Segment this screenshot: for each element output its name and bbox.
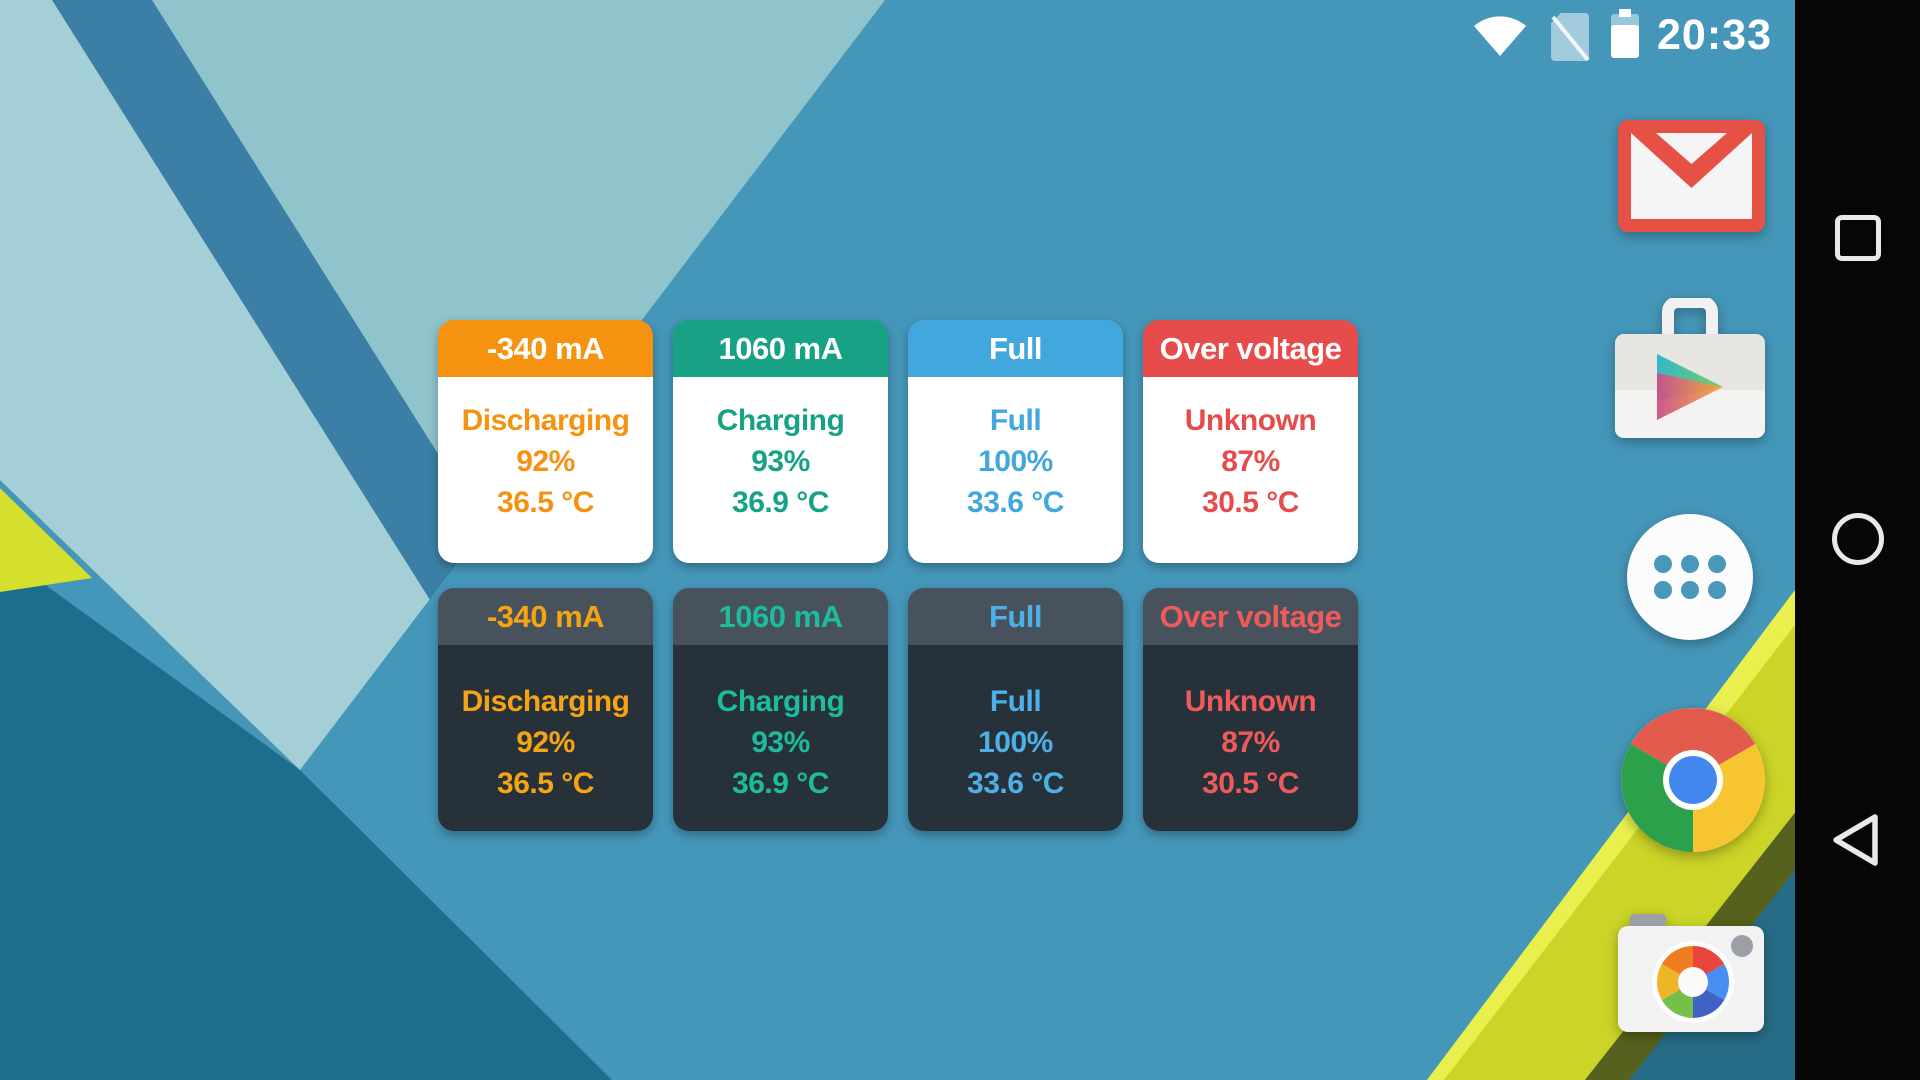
widget-level: 92%: [516, 445, 575, 478]
widget-current-label: Full: [908, 588, 1123, 645]
widget-status: Unknown: [1184, 685, 1317, 718]
widget-level: 92%: [516, 726, 575, 759]
widget-status: Discharging: [461, 404, 630, 437]
camera-icon[interactable]: [1616, 912, 1766, 1034]
widget-temperature: 30.5 °C: [1202, 486, 1299, 519]
widget-current-label: -340 mA: [438, 588, 653, 645]
widget-status: Discharging: [461, 685, 630, 718]
back-button[interactable]: [1830, 810, 1882, 870]
widget-current-label: 1060 mA: [673, 588, 888, 645]
widget-temperature: 36.9 °C: [732, 486, 829, 519]
all-apps-icon[interactable]: [1627, 514, 1753, 640]
widget-level: 93%: [751, 726, 810, 759]
widget-level: 87%: [1221, 445, 1280, 478]
battery-widget-overvoltage-dark[interactable]: Over voltage Unknown 87% 30.5 °C: [1143, 588, 1358, 831]
widget-level: 93%: [751, 445, 810, 478]
battery-widget-full-dark[interactable]: Full Full 100% 33.6 °C: [908, 588, 1123, 831]
widget-temperature: 33.6 °C: [967, 767, 1064, 800]
widget-status: Unknown: [1184, 404, 1317, 437]
widget-level: 87%: [1221, 726, 1280, 759]
no-sim-icon: [1551, 13, 1590, 62]
widget-temperature: 30.5 °C: [1202, 767, 1299, 800]
battery-widget-full-light[interactable]: Full Full 100% 33.6 °C: [908, 320, 1123, 563]
battery-widget-charging-dark[interactable]: 1060 mA Charging 93% 36.9 °C: [673, 588, 888, 831]
battery-widget-overvoltage-light[interactable]: Over voltage Unknown 87% 30.5 °C: [1143, 320, 1358, 563]
play-store-icon[interactable]: [1615, 298, 1765, 438]
widget-current-label: Over voltage: [1143, 588, 1358, 645]
widget-level: 100%: [978, 726, 1053, 759]
widget-status: Full: [989, 404, 1042, 437]
widget-level: 100%: [978, 445, 1053, 478]
widget-temperature: 36.9 °C: [732, 767, 829, 800]
recents-button[interactable]: [1835, 215, 1881, 261]
widget-current-label: -340 mA: [438, 320, 653, 377]
battery-icon: [1611, 9, 1639, 58]
battery-widget-discharging-dark[interactable]: -340 mA Discharging 92% 36.5 °C: [438, 588, 653, 831]
status-bar: 20:33: [0, 0, 1795, 70]
widget-status: Charging: [716, 404, 845, 437]
widget-current-label: 1060 mA: [673, 320, 888, 377]
battery-widget-discharging-light[interactable]: -340 mA Discharging 92% 36.5 °C: [438, 320, 653, 563]
widget-status: Full: [989, 685, 1042, 718]
widget-temperature: 36.5 °C: [497, 486, 594, 519]
battery-widget-charging-light[interactable]: 1060 mA Charging 93% 36.9 °C: [673, 320, 888, 563]
home-button[interactable]: [1832, 513, 1884, 565]
widget-temperature: 33.6 °C: [967, 486, 1064, 519]
widget-current-label: Over voltage: [1143, 320, 1358, 377]
chrome-icon[interactable]: [1617, 704, 1769, 856]
widget-temperature: 36.5 °C: [497, 767, 594, 800]
navigation-bar: [1795, 0, 1920, 1080]
gmail-icon[interactable]: [1618, 120, 1765, 232]
status-clock: 20:33: [1657, 11, 1772, 59]
widget-current-label: Full: [908, 320, 1123, 377]
widget-status: Charging: [716, 685, 845, 718]
wifi-icon: [1474, 16, 1526, 56]
